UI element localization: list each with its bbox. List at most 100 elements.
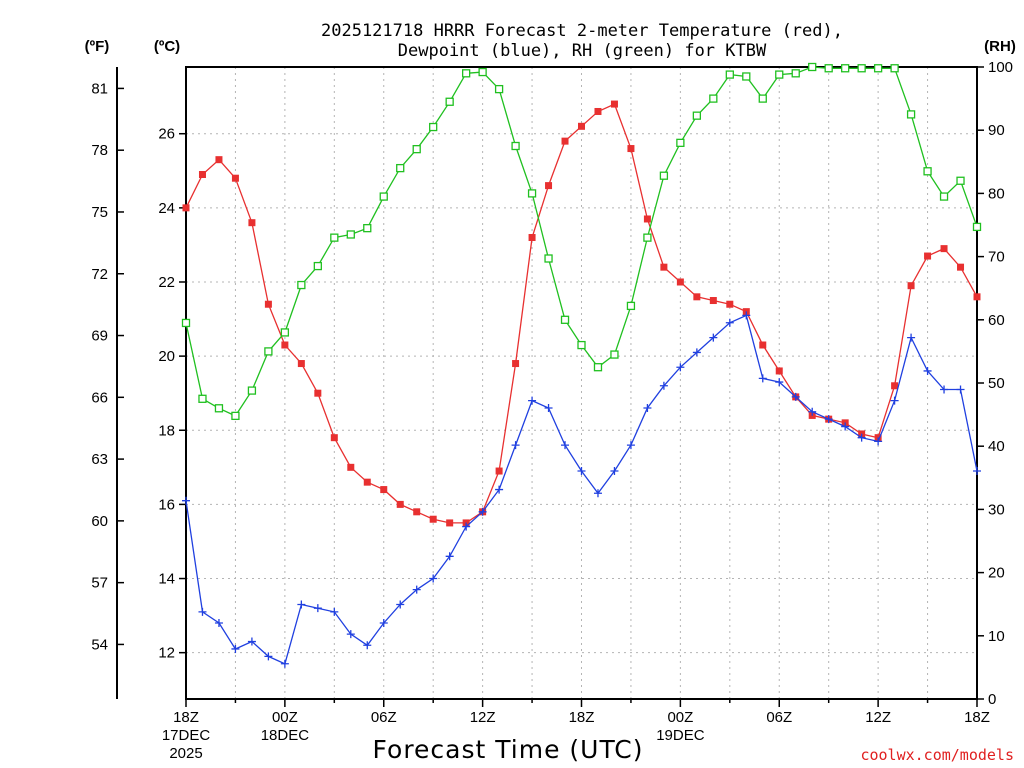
dewpoint-point xyxy=(231,644,240,653)
temperature-point xyxy=(446,519,454,527)
dewpoint-point xyxy=(198,607,207,616)
rh-point xyxy=(445,97,454,106)
dewpoint-point xyxy=(182,496,190,505)
rh-point xyxy=(247,386,257,395)
rh-point xyxy=(461,69,471,78)
celsius-tick-label: 16 xyxy=(158,496,175,513)
rh-tick-label: 60 xyxy=(988,312,1005,329)
rh-point xyxy=(264,347,273,356)
temperature-point xyxy=(281,341,289,349)
rh-point xyxy=(775,70,784,79)
rh-tick-label: 10 xyxy=(988,628,1005,645)
dewpoint-point xyxy=(923,366,932,375)
temperature-point xyxy=(726,300,734,308)
rh-tick-label: 30 xyxy=(988,501,1005,518)
dewpoint-point xyxy=(676,363,685,372)
celsius-tick-label: 14 xyxy=(158,571,175,588)
dewpoint-point xyxy=(330,607,339,616)
rh-point xyxy=(610,350,619,359)
x-tick-label: 19DEC xyxy=(656,727,705,744)
dewpoint-point xyxy=(643,404,652,413)
dewpoint-point xyxy=(742,311,751,320)
x-tick-label: 12Z xyxy=(865,709,891,726)
temperature-point xyxy=(578,122,585,130)
credit-text: coolwx.com/models xyxy=(860,746,1014,764)
rh-point xyxy=(396,163,405,173)
chart-title-line-1: 2025121718 HRRR Forecast 2-meter Tempera… xyxy=(321,21,843,41)
celsius-unit-label: (ºC) xyxy=(154,38,180,55)
rh-point xyxy=(626,301,636,311)
dewpoint-point xyxy=(824,415,833,424)
dewpoint-point xyxy=(495,485,504,494)
rh-point xyxy=(659,171,669,180)
dewpoint-point xyxy=(544,404,553,413)
x-tick-label: 18Z xyxy=(173,709,199,726)
dewpoint-point xyxy=(412,585,421,594)
rh-point xyxy=(873,64,883,73)
dewpoint-point xyxy=(445,552,454,561)
temperature-point xyxy=(248,219,256,227)
fahrenheit-tick-label: 78 xyxy=(91,142,108,159)
rh-point xyxy=(346,230,355,239)
rh-point xyxy=(363,224,372,233)
rh-point xyxy=(494,84,504,94)
rh-unit-label: (RH) xyxy=(984,38,1016,55)
rh-point xyxy=(593,363,603,372)
fahrenheit-tick-label: 75 xyxy=(91,204,108,221)
dewpoint-point xyxy=(247,637,256,646)
fahrenheit-tick-label: 69 xyxy=(91,328,108,345)
temperature-point xyxy=(215,156,223,164)
rh-point xyxy=(808,62,817,72)
rh-tick-label: 20 xyxy=(988,565,1005,582)
dewpoint-point xyxy=(264,652,273,661)
x-tick-label: 00Z xyxy=(272,709,298,726)
temperature-point xyxy=(528,234,536,242)
rh-point xyxy=(577,340,586,350)
temperature-point xyxy=(627,145,635,153)
rh-point xyxy=(939,192,949,201)
temperature-point xyxy=(413,508,421,516)
temperature-point xyxy=(396,500,404,508)
temperature-point xyxy=(957,263,965,271)
rh-point xyxy=(676,138,685,147)
dewpoint-point xyxy=(940,385,949,394)
fahrenheit-tick-label: 81 xyxy=(91,80,108,97)
temperature-point xyxy=(495,467,503,475)
rh-point xyxy=(758,94,767,103)
rh-tick-label: 40 xyxy=(988,438,1005,455)
dewpoint-point xyxy=(758,374,767,383)
fahrenheit-tick-label: 60 xyxy=(91,513,108,530)
fahrenheit-tick-label: 54 xyxy=(91,636,108,653)
fahrenheit-tick-label: 72 xyxy=(91,266,108,283)
x-axis-label: Forecast Time (UTC) xyxy=(373,735,644,764)
celsius-tick-label: 26 xyxy=(158,126,175,143)
temperature-point xyxy=(940,245,948,253)
temperature-point xyxy=(907,282,915,290)
dewpoint-point xyxy=(462,522,471,531)
temperature-point xyxy=(512,360,520,368)
rh-point xyxy=(692,111,702,120)
dewpoint-point xyxy=(956,385,965,394)
temperature-point xyxy=(231,174,239,182)
rh-tick-label: 90 xyxy=(988,122,1005,139)
temperature-point xyxy=(676,278,684,286)
x-tick-label: 2025 xyxy=(169,745,202,762)
temperature-point xyxy=(182,204,190,212)
celsius-tick-label: 22 xyxy=(158,274,175,291)
rh-point xyxy=(857,64,866,73)
tick-labels: 12 14 16 18 20 22 24 26 54 57 60 63 66 69 72 75 78 81 0 10 2… xyxy=(91,59,1013,762)
fahrenheit-unit-label: (ºF) xyxy=(85,38,110,55)
dewpoint-point xyxy=(659,381,668,390)
rh-point xyxy=(412,145,421,154)
dewpoint-point xyxy=(610,467,619,476)
dewpoint-point xyxy=(973,467,981,476)
rh-point xyxy=(478,67,487,77)
rh-point xyxy=(511,141,520,151)
dewpoint-point xyxy=(478,507,487,516)
rh-point xyxy=(181,318,191,328)
rh-point xyxy=(923,167,932,176)
rh-point xyxy=(841,64,850,73)
dewpoint-point xyxy=(890,396,899,405)
temperature-point xyxy=(363,478,371,486)
rh-point xyxy=(956,176,965,185)
